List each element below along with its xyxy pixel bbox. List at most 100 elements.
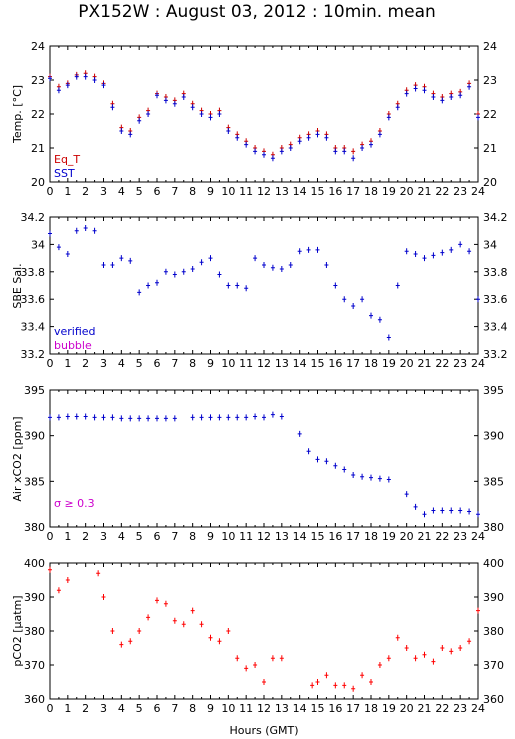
y-tick-label: 34.2 xyxy=(21,211,46,224)
data-point xyxy=(422,651,427,658)
legend-sigma: σ ≥ 0.3 xyxy=(54,497,95,510)
x-tick-label: 12 xyxy=(257,702,271,715)
data-point xyxy=(110,414,115,421)
data-point xyxy=(467,248,472,255)
data-point xyxy=(262,151,266,158)
data-marks xyxy=(48,70,480,162)
data-point xyxy=(386,334,391,341)
y-tick-label-right: 370 xyxy=(483,659,504,672)
y-tick-label: 400 xyxy=(24,557,45,570)
x-tick-label: 3 xyxy=(100,530,107,543)
y-tick-label-right: 33.2 xyxy=(483,348,508,361)
data-point xyxy=(74,73,79,80)
data-point xyxy=(333,282,338,289)
data-point xyxy=(458,241,463,248)
data-point xyxy=(404,248,409,255)
data-point xyxy=(449,246,454,253)
data-point xyxy=(315,246,320,253)
data-point xyxy=(199,259,204,266)
x-tick-label: 15 xyxy=(311,702,325,715)
data-point xyxy=(74,227,79,234)
x-tick-label: 3 xyxy=(100,702,107,715)
data-point xyxy=(360,296,365,303)
x-tick-label: 3 xyxy=(100,357,107,370)
data-point xyxy=(351,303,356,310)
data-point xyxy=(360,672,365,679)
data-point xyxy=(476,607,480,614)
data-point xyxy=(431,658,436,665)
data-point xyxy=(351,471,356,478)
data-point xyxy=(253,255,258,262)
data-point xyxy=(208,255,213,262)
legend-eq-t: Eq_T xyxy=(54,153,80,166)
data-point xyxy=(369,679,373,685)
data-point xyxy=(324,134,329,141)
x-tick-label: 13 xyxy=(275,702,289,715)
data-point xyxy=(137,415,142,422)
data-point xyxy=(137,289,142,296)
y-ticks: 360 360 370 370 380 380 390 390 400 400 xyxy=(24,557,504,706)
data-point xyxy=(181,621,186,628)
data-point xyxy=(315,679,320,685)
x-tick-label: 15 xyxy=(311,185,325,198)
x-tick-label: 21 xyxy=(418,702,432,715)
data-point xyxy=(83,224,88,231)
data-point xyxy=(413,503,418,510)
y-tick-label-right: 385 xyxy=(483,475,504,488)
x-tick-label: 20 xyxy=(400,530,414,543)
x-tick-label: 11 xyxy=(239,185,253,198)
data-point xyxy=(172,271,177,278)
data-point xyxy=(270,264,275,271)
data-point xyxy=(404,90,409,97)
data-point xyxy=(395,104,400,111)
data-point xyxy=(324,672,329,679)
data-point xyxy=(377,316,382,323)
data-point xyxy=(324,458,329,465)
data-point xyxy=(369,312,373,319)
data-point xyxy=(217,271,222,278)
x-tick-label: 8 xyxy=(189,185,196,198)
x-tick-label: 16 xyxy=(328,185,342,198)
data-point xyxy=(297,430,302,437)
data-point xyxy=(119,641,124,648)
y-tick-label-right: 33.6 xyxy=(483,293,508,306)
x-tick-label: 14 xyxy=(293,185,307,198)
data-point xyxy=(83,413,88,420)
data-point xyxy=(449,94,454,100)
data-point xyxy=(262,414,266,421)
data-point xyxy=(431,252,436,259)
y-tick-label-right: 23 xyxy=(483,74,497,87)
x-tick-label: 14 xyxy=(293,357,307,370)
data-point xyxy=(333,148,338,155)
y-tick-label: 33.4 xyxy=(21,321,46,334)
y-tick-label: 395 xyxy=(24,384,45,397)
chart-title: PX152W : August 03, 2012 : 10min. mean xyxy=(78,2,436,22)
x-tick-label: 22 xyxy=(435,357,449,370)
data-point xyxy=(279,148,284,155)
y-tick-label-right: 24 xyxy=(483,40,497,53)
data-point xyxy=(244,141,249,148)
data-point xyxy=(146,282,151,289)
x-tick-label: 2 xyxy=(82,702,89,715)
data-marks xyxy=(48,411,480,518)
data-point xyxy=(377,475,382,482)
x-tick-label: 6 xyxy=(154,530,161,543)
y-tick-label: 23 xyxy=(31,74,45,87)
x-tick-label: 11 xyxy=(239,702,253,715)
y-ticks: 20 20 21 21 22 22 23 23 24 24 xyxy=(31,40,497,189)
data-point xyxy=(48,414,52,421)
data-point xyxy=(386,655,391,662)
x-tick-label: 23 xyxy=(453,702,467,715)
data-point xyxy=(92,227,97,234)
x-tick-label: 1 xyxy=(64,185,71,198)
x-tick-label: 7 xyxy=(171,357,178,370)
data-point xyxy=(56,87,61,94)
x-tick-label: 13 xyxy=(275,185,289,198)
x-tick-label: 0 xyxy=(47,357,54,370)
x-tick-label: 5 xyxy=(136,702,143,715)
x-ticks: 0 1 2 3 4 5 6 7 8 9 10 11 12 13 14 15 16 17 18 19 20 21 22 23 24 xyxy=(47,563,485,715)
data-point xyxy=(413,85,418,92)
x-tick-label: 17 xyxy=(346,185,360,198)
y-ticks: 33.2 33.2 33.4 33.4 33.6 33.6 33.8 33.8 34 34 34.2… xyxy=(21,211,508,361)
